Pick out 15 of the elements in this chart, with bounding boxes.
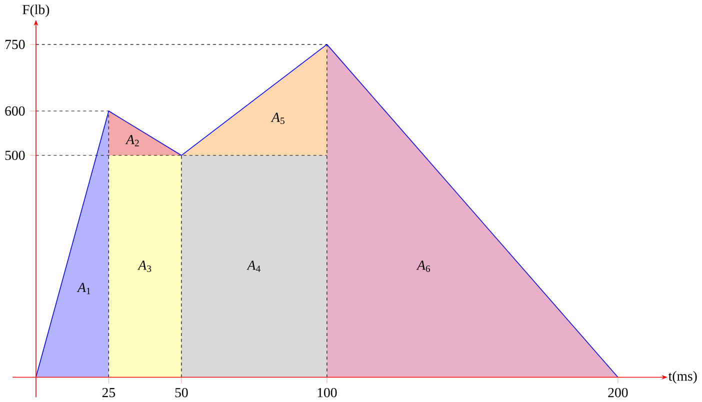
x-tick-label: 200 — [608, 388, 628, 398]
x-tick-label: 100 — [318, 388, 337, 398]
y-tick-label: 750 — [6, 40, 25, 50]
series-label: A$_{3}$ — [137, 260, 152, 272]
x-axis-title: t(ms) — [668, 371, 697, 384]
series-label: A$_{6}$ — [416, 260, 430, 272]
series-label: A$_{2}$ — [125, 135, 139, 146]
x-tick-label: 50 — [175, 388, 188, 398]
x-tick-label: 25 — [102, 388, 116, 398]
series-label: A$_{1}$ — [76, 282, 90, 294]
y-tick-label: 600 — [5, 106, 25, 116]
series-label: A$_{5}$ — [270, 112, 284, 124]
y-axis-title: F(lb) — [22, 4, 50, 18]
series-label: A$_{4}$ — [246, 260, 260, 272]
y-tick-label: 500 — [5, 150, 25, 160]
